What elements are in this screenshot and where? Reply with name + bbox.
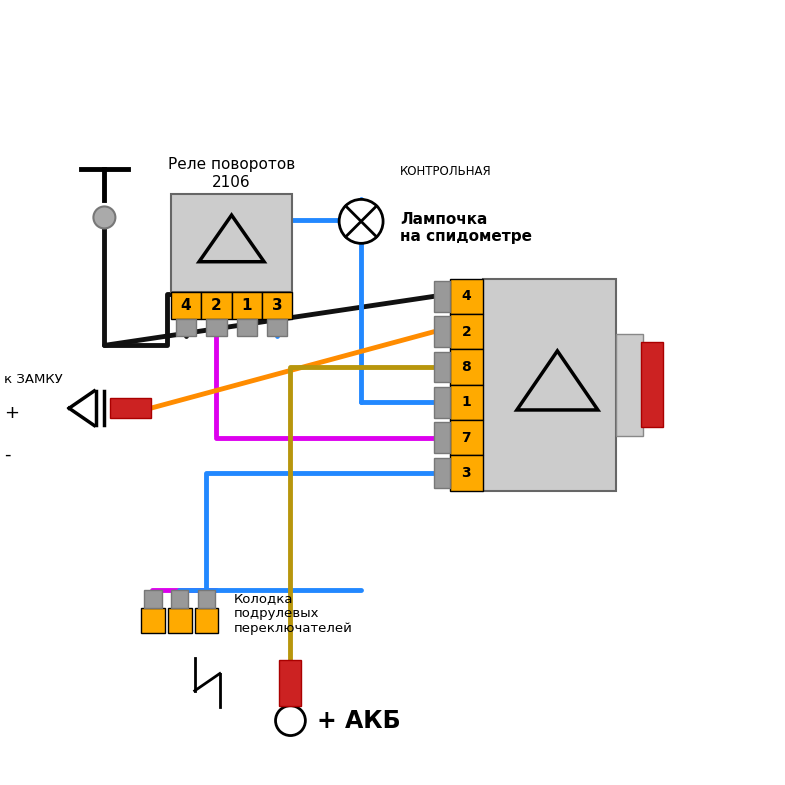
Bar — [168, 608, 192, 633]
Text: Лампочка
на спидометре: Лампочка на спидометре — [400, 212, 532, 244]
Bar — [141, 608, 165, 633]
Text: КОНТРОЛЬНАЯ: КОНТРОЛЬНАЯ — [400, 165, 492, 178]
Text: 8: 8 — [462, 360, 471, 374]
Bar — [170, 293, 201, 319]
Bar — [450, 420, 483, 455]
Text: 4: 4 — [181, 298, 192, 313]
Bar — [144, 590, 162, 608]
Bar — [434, 458, 450, 488]
Bar — [176, 319, 196, 337]
Bar — [236, 319, 257, 337]
Circle shape — [339, 199, 383, 243]
Text: Колодка
подрулевых
переключателей: Колодка подрулевых переключателей — [234, 593, 352, 635]
Bar — [434, 422, 450, 453]
Text: Реле поворотов
2106: Реле поворотов 2106 — [168, 157, 295, 190]
Bar — [434, 316, 450, 347]
Bar — [171, 590, 188, 608]
Bar — [483, 279, 616, 491]
Bar — [434, 387, 450, 418]
Bar — [206, 319, 227, 337]
Bar — [641, 342, 663, 427]
Bar — [279, 660, 301, 706]
Text: 7: 7 — [462, 431, 471, 444]
Bar — [434, 352, 450, 382]
Text: 4: 4 — [462, 290, 471, 303]
Bar — [110, 398, 151, 418]
Bar — [450, 314, 483, 349]
Circle shape — [93, 206, 115, 228]
Bar — [170, 195, 292, 293]
Text: + АКБ: + АКБ — [317, 709, 401, 732]
Text: -: - — [4, 446, 10, 464]
Text: 1: 1 — [462, 396, 471, 409]
Bar — [267, 319, 287, 337]
Bar — [434, 281, 450, 312]
Bar — [450, 455, 483, 491]
Text: к ЗАМКУ: к ЗАМКУ — [4, 373, 63, 386]
Text: 3: 3 — [462, 466, 471, 480]
Text: 1: 1 — [242, 298, 252, 313]
Bar — [450, 385, 483, 420]
Text: 2: 2 — [462, 325, 471, 338]
Bar — [450, 279, 483, 314]
Bar — [262, 293, 292, 319]
Bar — [232, 293, 262, 319]
Bar — [450, 349, 483, 385]
Text: 3: 3 — [272, 298, 283, 313]
Bar — [195, 608, 218, 633]
Bar — [616, 334, 643, 436]
Text: +: + — [4, 404, 19, 422]
Text: 2: 2 — [211, 298, 221, 313]
Bar — [201, 293, 232, 319]
Bar — [198, 590, 215, 608]
Circle shape — [276, 706, 305, 736]
